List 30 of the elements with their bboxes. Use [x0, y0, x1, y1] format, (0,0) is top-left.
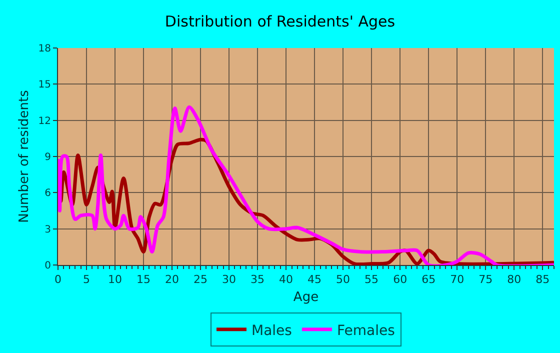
- x-tick-label: 45: [308, 273, 322, 286]
- x-tick-label: 35: [250, 273, 265, 286]
- chart-title: Distribution of Residents' Ages: [164, 12, 396, 30]
- x-tick-label: 25: [194, 273, 208, 286]
- x-tick-label: 20: [165, 273, 180, 286]
- x-tick-label: 0: [54, 273, 62, 286]
- y-tick-label: 9: [44, 152, 51, 163]
- y-tick-label: 18: [38, 44, 51, 54]
- x-tick-label: 60: [393, 273, 408, 286]
- y-tick-label: 12: [38, 116, 51, 127]
- y-tick-label: 0: [44, 260, 51, 272]
- x-axis-title: Age: [293, 290, 319, 305]
- x-tick-label: 65: [422, 273, 436, 286]
- x-tick-label: 30: [222, 273, 236, 286]
- y-tick-label: 15: [38, 80, 51, 91]
- x-tick-label: 75: [478, 273, 493, 286]
- y-tick-label: 3: [44, 224, 51, 236]
- x-tick-label: 50: [336, 273, 350, 286]
- legend-label: Males: [252, 322, 292, 339]
- x-tick-label: 80: [507, 273, 522, 286]
- y-axis-title: Number of residents: [17, 90, 32, 223]
- x-tick-label: 15: [136, 273, 151, 286]
- x-tick-label: 70: [450, 273, 464, 286]
- y-tick-label: 6: [44, 188, 51, 200]
- x-tick-label: 10: [108, 273, 122, 286]
- legend-label: Females: [336, 322, 395, 339]
- x-tick-label: 85: [536, 273, 550, 286]
- x-tick-label: 40: [279, 273, 294, 286]
- x-tick-label: 55: [364, 273, 379, 286]
- x-tick-label: 5: [83, 273, 90, 286]
